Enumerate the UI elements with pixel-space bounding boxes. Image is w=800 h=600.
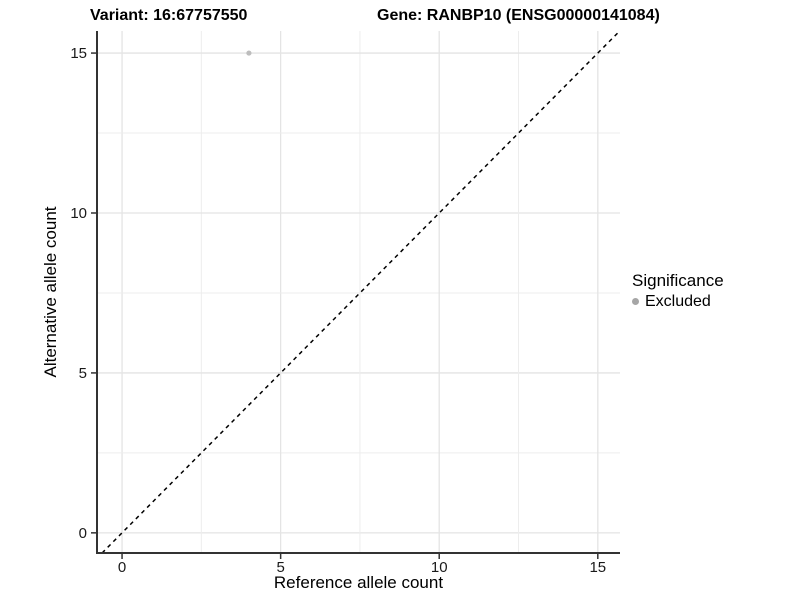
y-tick-label: 5 <box>79 365 87 382</box>
x-tick-label: 10 <box>431 559 448 576</box>
legend-key-dot-icon <box>632 298 639 305</box>
legend-title: Significance <box>632 271 724 290</box>
y-axis-title: Alternative allele count <box>41 206 60 378</box>
x-tick-label: 5 <box>276 559 284 576</box>
identity-line <box>101 30 621 554</box>
legend-item-excluded: Excluded <box>632 292 724 311</box>
y-tick-label: 10 <box>70 205 87 222</box>
plot-title-gene: Gene: RANBP10 (ENSG00000141084) <box>377 7 660 24</box>
x-tick-label: 15 <box>589 559 606 576</box>
y-tick-label: 15 <box>70 45 87 62</box>
legend-item-label: Excluded <box>645 293 711 310</box>
y-tick-label: 0 <box>79 525 87 542</box>
plot-title-variant: Variant: 16:67757550 <box>90 7 248 24</box>
x-tick-label: 0 <box>118 559 126 576</box>
legend: Significance Excluded <box>632 271 724 311</box>
data-point <box>246 50 252 56</box>
x-axis-title: Reference allele count <box>273 573 444 592</box>
